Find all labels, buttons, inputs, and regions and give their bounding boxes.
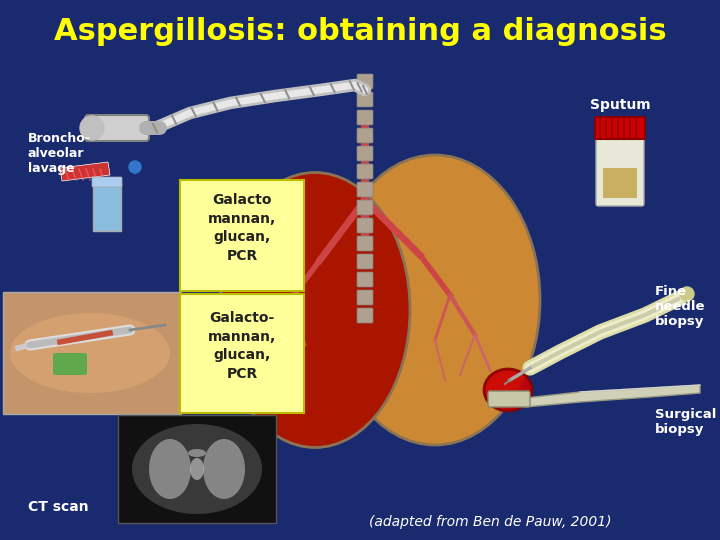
Circle shape	[680, 287, 694, 301]
FancyBboxPatch shape	[488, 391, 530, 407]
Text: Broncho-
alveolar
lavage: Broncho- alveolar lavage	[28, 132, 91, 175]
Circle shape	[80, 116, 104, 140]
Ellipse shape	[149, 439, 191, 499]
FancyBboxPatch shape	[357, 164, 373, 179]
Text: Surgical
biopsy: Surgical biopsy	[655, 408, 716, 436]
FancyBboxPatch shape	[603, 168, 637, 198]
FancyBboxPatch shape	[357, 308, 373, 323]
Text: CT scan: CT scan	[28, 500, 89, 514]
Text: Galacto
mannan,
glucan,
PCR: Galacto mannan, glucan, PCR	[208, 193, 276, 262]
Ellipse shape	[132, 424, 262, 514]
Polygon shape	[525, 385, 700, 407]
Text: Galacto-
mannan,
glucan,
PCR: Galacto- mannan, glucan, PCR	[208, 312, 276, 381]
FancyBboxPatch shape	[595, 117, 645, 139]
FancyBboxPatch shape	[357, 92, 373, 107]
FancyBboxPatch shape	[85, 115, 149, 141]
Ellipse shape	[203, 439, 245, 499]
Ellipse shape	[330, 155, 540, 445]
Text: Fine
needle
biopsy: Fine needle biopsy	[655, 285, 706, 328]
FancyBboxPatch shape	[357, 254, 373, 269]
Ellipse shape	[484, 369, 532, 411]
FancyBboxPatch shape	[357, 128, 373, 143]
FancyBboxPatch shape	[118, 415, 276, 523]
Ellipse shape	[190, 458, 204, 480]
FancyBboxPatch shape	[93, 183, 121, 231]
FancyBboxPatch shape	[357, 218, 373, 233]
FancyBboxPatch shape	[92, 177, 122, 187]
Polygon shape	[60, 162, 110, 181]
FancyBboxPatch shape	[357, 110, 373, 125]
FancyBboxPatch shape	[357, 182, 373, 197]
Circle shape	[129, 161, 141, 173]
Ellipse shape	[10, 313, 170, 393]
Polygon shape	[131, 165, 139, 175]
Text: Aspergillosis: obtaining a diagnosis: Aspergillosis: obtaining a diagnosis	[54, 17, 666, 46]
FancyBboxPatch shape	[357, 74, 373, 89]
FancyBboxPatch shape	[357, 200, 373, 215]
FancyBboxPatch shape	[357, 290, 373, 305]
Text: (adapted from Ben de Pauw, 2001): (adapted from Ben de Pauw, 2001)	[369, 515, 611, 529]
Text: Sputum: Sputum	[590, 98, 650, 112]
FancyBboxPatch shape	[596, 130, 644, 206]
FancyBboxPatch shape	[357, 272, 373, 287]
FancyBboxPatch shape	[180, 294, 304, 413]
Ellipse shape	[220, 172, 410, 448]
FancyBboxPatch shape	[3, 292, 181, 414]
FancyBboxPatch shape	[180, 180, 304, 291]
FancyBboxPatch shape	[53, 353, 87, 375]
FancyBboxPatch shape	[357, 236, 373, 251]
Ellipse shape	[188, 449, 206, 457]
FancyBboxPatch shape	[357, 146, 373, 161]
